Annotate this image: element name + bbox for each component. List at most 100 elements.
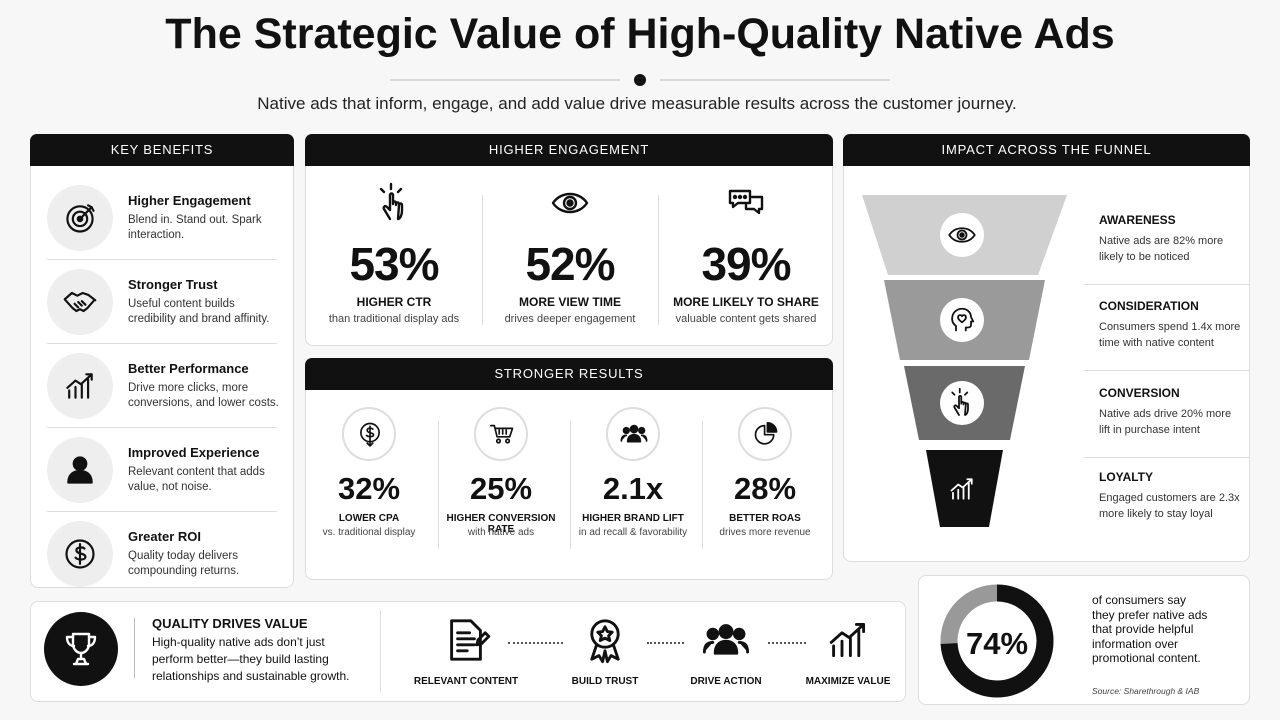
icon-part: [638, 426, 646, 435]
stat-value: 28%: [733, 471, 797, 506]
icon-part: [498, 428, 508, 435]
separator: [702, 421, 703, 549]
icon: [951, 307, 975, 332]
icon-part: [620, 433, 648, 443]
subtitle: Native ads that inform, engage, and add …: [257, 94, 1017, 113]
stage-text: Consumers spend 1.4x more time with nati…: [1099, 321, 1241, 349]
icon-part: [382, 192, 404, 221]
stat-note: vs. traditional display: [322, 527, 416, 538]
benefit-title: Stronger Trust: [128, 277, 218, 292]
stat-value: 2.1x: [602, 471, 664, 506]
icon: [754, 421, 778, 445]
benefit-text: Blend in. Stand out. Spark interaction.: [128, 214, 262, 241]
icon-part: [590, 643, 620, 664]
icon: [829, 622, 866, 658]
dotted-connector: [768, 642, 806, 644]
stat-label: MORE LIKELY TO SHARE: [673, 295, 819, 309]
separator: [47, 343, 277, 344]
benefit-title: Better Performance: [128, 361, 249, 376]
stat-note: with native ads: [467, 527, 535, 538]
separator: [380, 610, 381, 692]
separator: [658, 195, 659, 325]
stat-value: 53%: [349, 238, 439, 290]
icon-part: [718, 624, 734, 640]
title-divider: [390, 74, 890, 86]
benefit-title: Improved Experience: [128, 445, 260, 460]
icon: [450, 619, 491, 661]
icon-part: [66, 373, 93, 399]
icon-part: [67, 469, 93, 484]
results-panel: STRONGER RESULTS 32% LOWER CPA vs. traditio…: [305, 358, 833, 580]
icon-part: [953, 394, 969, 416]
icon: [728, 189, 764, 215]
separator: [570, 421, 571, 549]
icon-part: [732, 194, 738, 200]
stat-value: 25%: [469, 471, 533, 506]
icon: [702, 624, 750, 655]
step-label: MAXIMIZE VALUE: [805, 676, 891, 687]
icon: [65, 632, 97, 666]
icon: [67, 456, 93, 484]
source: Source: Sharethrough & IAB: [1092, 686, 1200, 696]
donut-label: 74%: [965, 626, 1029, 661]
stage-text: Engaged customers are 2.3x more likely t…: [1099, 492, 1240, 520]
panel-header: IMPACT ACROSS THE FUNNEL: [843, 134, 1250, 166]
stat-label: BETTER ROAS: [729, 513, 801, 524]
icon: [379, 182, 404, 221]
icon-part: [829, 622, 866, 658]
icon-circle: [342, 407, 396, 461]
trophy-circle: [44, 612, 118, 686]
key-benefits-panel: KEY BENEFITS Higher Engagement Blend in. S…: [30, 134, 294, 588]
separator: [47, 511, 277, 512]
stat-label: HIGHER BRAND LIFT: [582, 513, 684, 524]
stage-text: Native ads drive 20% more lift in purcha…: [1099, 408, 1232, 436]
icon-part: [489, 424, 514, 438]
separator: [47, 259, 277, 260]
icon: [620, 424, 648, 443]
icon-part: [754, 424, 775, 445]
funnel-panel: IMPACT ACROSS THE FUNNEL AWARENESS Native …: [843, 134, 1250, 562]
separator: [1084, 370, 1249, 371]
icon: [551, 192, 589, 214]
icon-part: [63, 291, 97, 313]
stat-card: 74% of consumers say they prefer native a…: [918, 575, 1250, 705]
quality-title: QUALITY DRIVES VALUE: [152, 616, 308, 631]
benefit-title: Higher Engagement: [128, 193, 251, 208]
icon-part: [78, 204, 95, 220]
icon: [948, 227, 976, 243]
donut-arc: [940, 584, 1054, 698]
benefit-text: Quality today delivers compounding retur…: [128, 550, 240, 577]
icon-part: [622, 426, 630, 435]
icon-part: [65, 635, 97, 666]
icon-part: [66, 205, 94, 233]
separator: [1084, 284, 1249, 285]
icon-circle: [940, 298, 984, 342]
icon-circle: [47, 269, 113, 335]
icon-circle: [606, 407, 660, 461]
icon: [66, 373, 93, 399]
icon: [63, 291, 97, 313]
separator: [438, 421, 439, 549]
benefit-text: Useful content builds credibility and br…: [128, 298, 270, 325]
stage-text: Native ads are 82% more likely to be not…: [1099, 235, 1224, 263]
step-label: RELEVANT CONTENT: [413, 676, 519, 687]
icon: [65, 539, 95, 569]
stage-title: CONSIDERATION: [1099, 299, 1199, 313]
donut: [940, 584, 1054, 698]
icon-part: [71, 632, 91, 655]
icon-part: [495, 438, 502, 444]
icon: [590, 619, 620, 664]
icon-part: [959, 232, 965, 238]
icon-part: [505, 438, 511, 444]
icon-part: [590, 619, 620, 649]
icon: [950, 477, 973, 500]
icon-part: [72, 456, 88, 472]
icon-part: [742, 194, 748, 200]
quality-panel: QUALITY DRIVES VALUE High-quality native …: [30, 601, 906, 702]
icon: [66, 204, 95, 233]
stat-value: 39%: [701, 238, 791, 290]
step-label: DRIVE ACTION: [690, 676, 762, 687]
dotted-connector: [508, 642, 563, 644]
icon: [951, 387, 969, 416]
